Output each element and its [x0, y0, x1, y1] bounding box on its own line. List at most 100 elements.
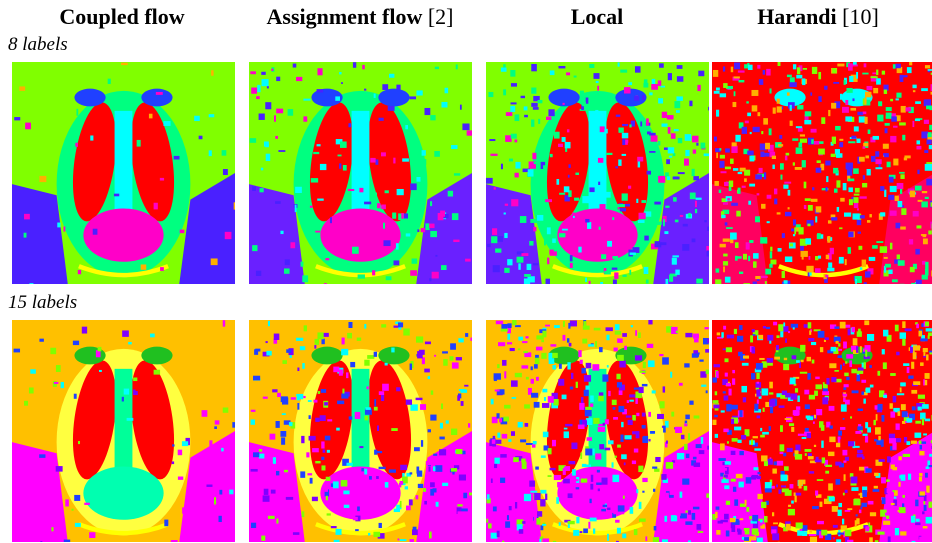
speckle [730, 232, 737, 239]
speckle [888, 270, 892, 274]
speckle [612, 256, 618, 259]
speckle [568, 521, 575, 524]
speckle [633, 247, 640, 253]
speckle [515, 502, 517, 508]
speckle [772, 165, 774, 169]
speckle [837, 207, 839, 212]
speckle [649, 133, 656, 136]
speckle [676, 96, 682, 100]
speckle [435, 465, 442, 472]
speckle [724, 475, 728, 478]
speckle [843, 461, 846, 463]
speckle [494, 373, 501, 379]
speckle [696, 198, 702, 200]
speckle [429, 532, 432, 539]
speckle [769, 128, 772, 135]
speckle [732, 378, 735, 384]
speckle [182, 507, 186, 513]
speckle [603, 423, 605, 426]
speckle [795, 445, 800, 452]
speckle [703, 532, 707, 534]
speckle [542, 331, 546, 338]
speckle [848, 187, 852, 192]
speckle [336, 504, 341, 509]
speckle [436, 502, 439, 507]
speckle [743, 283, 749, 284]
speckle [795, 167, 802, 170]
speckle [619, 361, 625, 368]
speckle [274, 115, 276, 121]
speckle [774, 357, 780, 360]
speckle [723, 391, 726, 393]
speckle [743, 517, 746, 520]
speckle [832, 68, 836, 74]
speckle [862, 73, 868, 75]
speckle [259, 449, 262, 452]
speckle [339, 370, 343, 376]
speckle [696, 444, 702, 448]
speckle [862, 183, 867, 187]
speckle [540, 525, 543, 530]
speckle [623, 496, 625, 499]
speckle [562, 103, 564, 105]
speckle [607, 508, 610, 510]
speckle [701, 143, 706, 149]
speckle [326, 496, 328, 500]
speckle [521, 536, 528, 542]
speckle [923, 433, 927, 435]
speckle [234, 202, 235, 209]
speckle [864, 282, 867, 284]
speckle [642, 491, 644, 493]
speckle [337, 401, 344, 405]
speckle [774, 461, 777, 465]
speckle [655, 241, 661, 246]
speckle [828, 110, 830, 116]
speckle [618, 62, 620, 66]
speckle [367, 355, 374, 359]
speckle [566, 72, 570, 75]
speckle [589, 499, 591, 503]
speckle [532, 444, 536, 448]
speckle [526, 443, 533, 445]
speckle [926, 162, 932, 164]
speckle [531, 119, 534, 126]
speckle [764, 172, 766, 179]
speckle [497, 531, 500, 537]
speckle [790, 105, 792, 111]
speckle [531, 366, 533, 370]
speckle [222, 150, 227, 156]
speckle [884, 190, 886, 197]
speckle [430, 201, 432, 206]
speckle [599, 227, 601, 230]
speckle [459, 475, 466, 481]
speckle [507, 334, 510, 340]
speckle [653, 537, 659, 542]
speckle [784, 280, 788, 284]
speckle [542, 524, 546, 526]
speckle [890, 243, 892, 250]
speckle [525, 336, 528, 338]
speckle [887, 456, 891, 462]
speckle [845, 510, 851, 512]
speckle [400, 539, 407, 541]
speckle [827, 236, 830, 243]
speckle [591, 475, 593, 482]
speckle [618, 406, 624, 412]
speckle [507, 259, 512, 265]
speckle [917, 170, 919, 174]
speckle [736, 474, 743, 478]
speckle [752, 329, 755, 332]
speckle [913, 90, 915, 92]
speckle [865, 436, 868, 442]
speckle [511, 83, 517, 87]
speckle [826, 378, 829, 385]
speckle [309, 436, 316, 441]
speckle [531, 103, 537, 107]
speckle [394, 509, 400, 512]
speckle [804, 205, 806, 209]
speckle [674, 101, 680, 108]
speckle [440, 211, 445, 217]
speckle [812, 360, 815, 364]
speckle [425, 342, 431, 345]
speckle [797, 105, 803, 109]
